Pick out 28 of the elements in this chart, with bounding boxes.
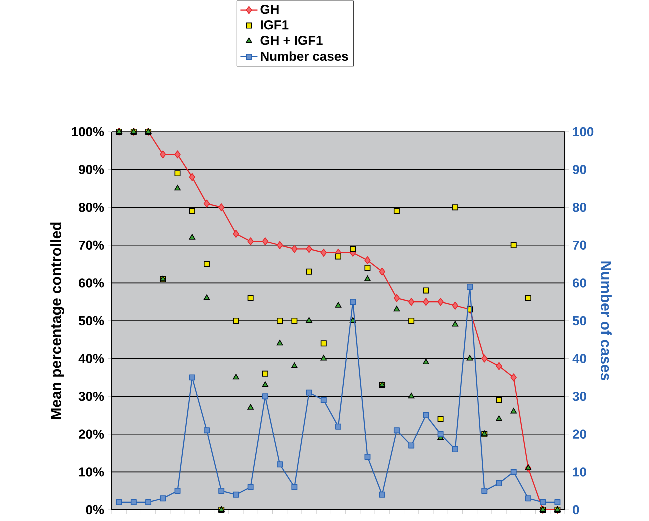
legend-label: GH [260,5,279,14]
y2-tick-label: 100 [573,127,594,137]
y2-axis-title: Number of cases [600,262,612,381]
legend-label: GH + IGF1 [260,36,323,46]
y-tick-label: 100% [72,127,104,137]
y2-tick-label: 0 [573,505,580,515]
y2-tick-label: 10 [573,468,586,477]
y-tick-label: 40% [78,354,104,364]
y-tick-label: 0% [86,505,104,515]
y-tick-label: 60% [79,278,104,288]
legend-label: Number cases [261,52,348,62]
y-axis-title: Mean percentage controlled [50,222,65,420]
y2-tick-label: 20 [572,430,586,440]
y-tick-label: 70% [79,240,104,250]
y2-tick-label: 80 [572,203,586,212]
y-tick-label: 10% [79,468,104,477]
y-tick-label: 30% [78,392,104,402]
y2-tick-label: 40 [572,354,586,364]
y2-tick-label: 70 [573,240,586,250]
y2-tick-label: 30 [572,392,586,402]
y-tick-label: 20% [79,430,104,440]
y2-tick-label: 60 [573,278,586,288]
y-tick-label: 90% [79,165,104,174]
y2-tick-label: 90 [572,165,586,174]
legend-label: IGF1 [261,20,289,30]
y2-tick-label: 50 [572,316,586,326]
y-tick-label: 80% [78,203,104,212]
y-tick-label: 50% [78,316,104,326]
